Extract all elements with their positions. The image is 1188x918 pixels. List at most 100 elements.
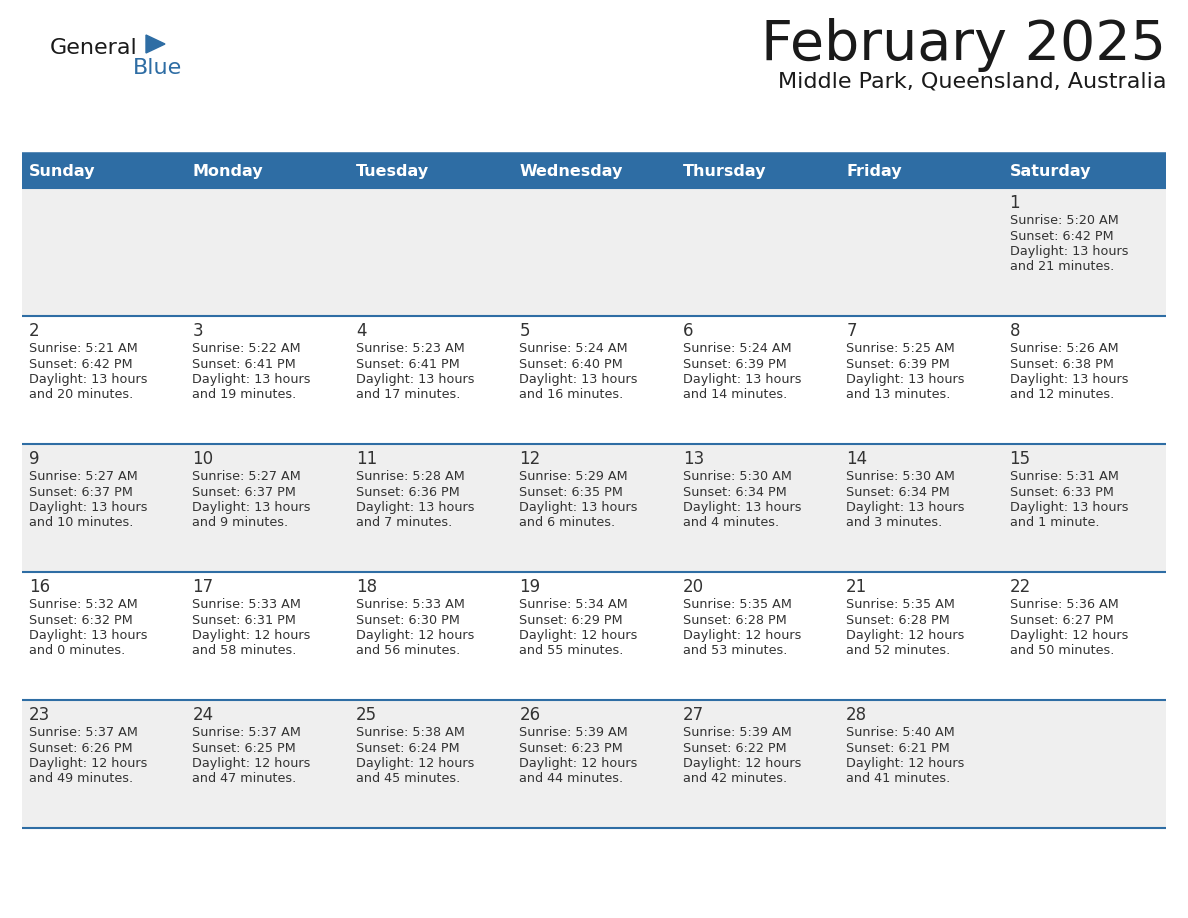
- Text: Sunrise: 5:20 AM: Sunrise: 5:20 AM: [1010, 214, 1118, 227]
- Text: Sunrise: 5:31 AM: Sunrise: 5:31 AM: [1010, 470, 1118, 483]
- Text: Tuesday: Tuesday: [356, 164, 429, 179]
- Text: Sunrise: 5:28 AM: Sunrise: 5:28 AM: [356, 470, 465, 483]
- Text: Sunrise: 5:21 AM: Sunrise: 5:21 AM: [29, 342, 138, 355]
- Text: Sunrise: 5:26 AM: Sunrise: 5:26 AM: [1010, 342, 1118, 355]
- Text: Sunrise: 5:39 AM: Sunrise: 5:39 AM: [683, 726, 791, 739]
- Text: Sunset: 6:42 PM: Sunset: 6:42 PM: [29, 357, 133, 371]
- Text: and 4 minutes.: and 4 minutes.: [683, 517, 779, 530]
- Text: Daylight: 12 hours: Daylight: 12 hours: [192, 629, 311, 642]
- Text: 17: 17: [192, 578, 214, 596]
- Text: Sunset: 6:24 PM: Sunset: 6:24 PM: [356, 742, 460, 755]
- Text: 25: 25: [356, 706, 377, 724]
- Text: 1: 1: [1010, 194, 1020, 212]
- Text: Sunset: 6:38 PM: Sunset: 6:38 PM: [1010, 357, 1113, 371]
- Text: 10: 10: [192, 450, 214, 468]
- Text: Sunrise: 5:32 AM: Sunrise: 5:32 AM: [29, 598, 138, 611]
- Text: 21: 21: [846, 578, 867, 596]
- Text: and 53 minutes.: and 53 minutes.: [683, 644, 788, 657]
- Text: Daylight: 13 hours: Daylight: 13 hours: [29, 629, 147, 642]
- Text: Friday: Friday: [846, 164, 902, 179]
- Text: and 9 minutes.: and 9 minutes.: [192, 517, 289, 530]
- Text: Daylight: 13 hours: Daylight: 13 hours: [356, 501, 474, 514]
- Text: 14: 14: [846, 450, 867, 468]
- Text: Sunset: 6:29 PM: Sunset: 6:29 PM: [519, 613, 623, 626]
- Bar: [23, 444, 1165, 572]
- Text: Sunset: 6:33 PM: Sunset: 6:33 PM: [1010, 486, 1113, 498]
- Text: Sunrise: 5:27 AM: Sunrise: 5:27 AM: [29, 470, 138, 483]
- Text: Middle Park, Queensland, Australia: Middle Park, Queensland, Australia: [777, 72, 1165, 92]
- Text: Sunrise: 5:33 AM: Sunrise: 5:33 AM: [192, 598, 302, 611]
- Text: General: General: [50, 38, 138, 58]
- Text: Sunset: 6:22 PM: Sunset: 6:22 PM: [683, 742, 786, 755]
- Text: Sunset: 6:40 PM: Sunset: 6:40 PM: [519, 357, 623, 371]
- Text: Sunset: 6:28 PM: Sunset: 6:28 PM: [846, 613, 950, 626]
- Text: Sunrise: 5:36 AM: Sunrise: 5:36 AM: [1010, 598, 1118, 611]
- Text: Daylight: 12 hours: Daylight: 12 hours: [683, 629, 801, 642]
- Text: and 1 minute.: and 1 minute.: [1010, 517, 1099, 530]
- Text: Monday: Monday: [192, 164, 263, 179]
- Text: Sunset: 6:23 PM: Sunset: 6:23 PM: [519, 742, 623, 755]
- Text: Daylight: 13 hours: Daylight: 13 hours: [846, 501, 965, 514]
- Text: February 2025: February 2025: [762, 18, 1165, 72]
- Text: 15: 15: [1010, 450, 1031, 468]
- Text: and 52 minutes.: and 52 minutes.: [846, 644, 950, 657]
- Text: Daylight: 13 hours: Daylight: 13 hours: [1010, 373, 1129, 386]
- Text: and 45 minutes.: and 45 minutes.: [356, 773, 460, 786]
- Text: and 14 minutes.: and 14 minutes.: [683, 388, 786, 401]
- Text: and 47 minutes.: and 47 minutes.: [192, 773, 297, 786]
- Text: and 49 minutes.: and 49 minutes.: [29, 773, 133, 786]
- Text: Daylight: 12 hours: Daylight: 12 hours: [683, 757, 801, 770]
- Text: and 41 minutes.: and 41 minutes.: [846, 773, 950, 786]
- Text: 3: 3: [192, 322, 203, 340]
- Text: Sunset: 6:39 PM: Sunset: 6:39 PM: [846, 357, 950, 371]
- Text: Daylight: 13 hours: Daylight: 13 hours: [846, 373, 965, 386]
- Text: Sunset: 6:27 PM: Sunset: 6:27 PM: [1010, 613, 1113, 626]
- Text: 27: 27: [683, 706, 703, 724]
- Text: 13: 13: [683, 450, 704, 468]
- Text: Sunset: 6:39 PM: Sunset: 6:39 PM: [683, 357, 786, 371]
- Text: 9: 9: [29, 450, 39, 468]
- Text: Sunrise: 5:37 AM: Sunrise: 5:37 AM: [29, 726, 138, 739]
- Text: and 16 minutes.: and 16 minutes.: [519, 388, 624, 401]
- Text: 7: 7: [846, 322, 857, 340]
- Text: Sunrise: 5:35 AM: Sunrise: 5:35 AM: [846, 598, 955, 611]
- Text: 12: 12: [519, 450, 541, 468]
- Text: and 20 minutes.: and 20 minutes.: [29, 388, 133, 401]
- Text: Sunrise: 5:22 AM: Sunrise: 5:22 AM: [192, 342, 301, 355]
- Text: Sunset: 6:28 PM: Sunset: 6:28 PM: [683, 613, 786, 626]
- Text: and 10 minutes.: and 10 minutes.: [29, 517, 133, 530]
- Text: Thursday: Thursday: [683, 164, 766, 179]
- Text: 23: 23: [29, 706, 50, 724]
- Text: Daylight: 13 hours: Daylight: 13 hours: [519, 373, 638, 386]
- Text: and 50 minutes.: and 50 minutes.: [1010, 644, 1114, 657]
- Text: Sunset: 6:34 PM: Sunset: 6:34 PM: [683, 486, 786, 498]
- Text: Sunrise: 5:37 AM: Sunrise: 5:37 AM: [192, 726, 302, 739]
- Text: Sunset: 6:37 PM: Sunset: 6:37 PM: [192, 486, 296, 498]
- Text: Daylight: 12 hours: Daylight: 12 hours: [356, 757, 474, 770]
- Text: Sunrise: 5:39 AM: Sunrise: 5:39 AM: [519, 726, 628, 739]
- Text: Sunrise: 5:29 AM: Sunrise: 5:29 AM: [519, 470, 628, 483]
- Bar: [23, 572, 1165, 700]
- Text: Daylight: 13 hours: Daylight: 13 hours: [356, 373, 474, 386]
- Text: Daylight: 13 hours: Daylight: 13 hours: [29, 501, 147, 514]
- Text: Blue: Blue: [133, 58, 182, 78]
- Text: Sunrise: 5:27 AM: Sunrise: 5:27 AM: [192, 470, 302, 483]
- Text: Daylight: 12 hours: Daylight: 12 hours: [846, 757, 965, 770]
- Text: 24: 24: [192, 706, 214, 724]
- Text: 11: 11: [356, 450, 377, 468]
- Text: Sunday: Sunday: [29, 164, 95, 179]
- Text: Sunset: 6:31 PM: Sunset: 6:31 PM: [192, 613, 296, 626]
- Text: and 44 minutes.: and 44 minutes.: [519, 773, 624, 786]
- Text: and 56 minutes.: and 56 minutes.: [356, 644, 460, 657]
- Text: Sunset: 6:30 PM: Sunset: 6:30 PM: [356, 613, 460, 626]
- Text: and 58 minutes.: and 58 minutes.: [192, 644, 297, 657]
- Text: Sunrise: 5:33 AM: Sunrise: 5:33 AM: [356, 598, 465, 611]
- Text: Daylight: 13 hours: Daylight: 13 hours: [519, 501, 638, 514]
- Text: 20: 20: [683, 578, 703, 596]
- Text: Sunrise: 5:24 AM: Sunrise: 5:24 AM: [683, 342, 791, 355]
- Bar: [23, 316, 1165, 444]
- Text: and 3 minutes.: and 3 minutes.: [846, 517, 942, 530]
- Text: Sunset: 6:42 PM: Sunset: 6:42 PM: [1010, 230, 1113, 242]
- Text: and 12 minutes.: and 12 minutes.: [1010, 388, 1114, 401]
- Text: Daylight: 12 hours: Daylight: 12 hours: [1010, 629, 1127, 642]
